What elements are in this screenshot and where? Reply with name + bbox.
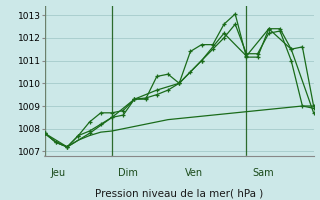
X-axis label: Pression niveau de la mer( hPa ): Pression niveau de la mer( hPa ) [95, 189, 263, 199]
Text: Dim: Dim [118, 168, 138, 178]
Text: Ven: Ven [185, 168, 203, 178]
Text: Sam: Sam [252, 168, 274, 178]
Text: Jeu: Jeu [51, 168, 66, 178]
